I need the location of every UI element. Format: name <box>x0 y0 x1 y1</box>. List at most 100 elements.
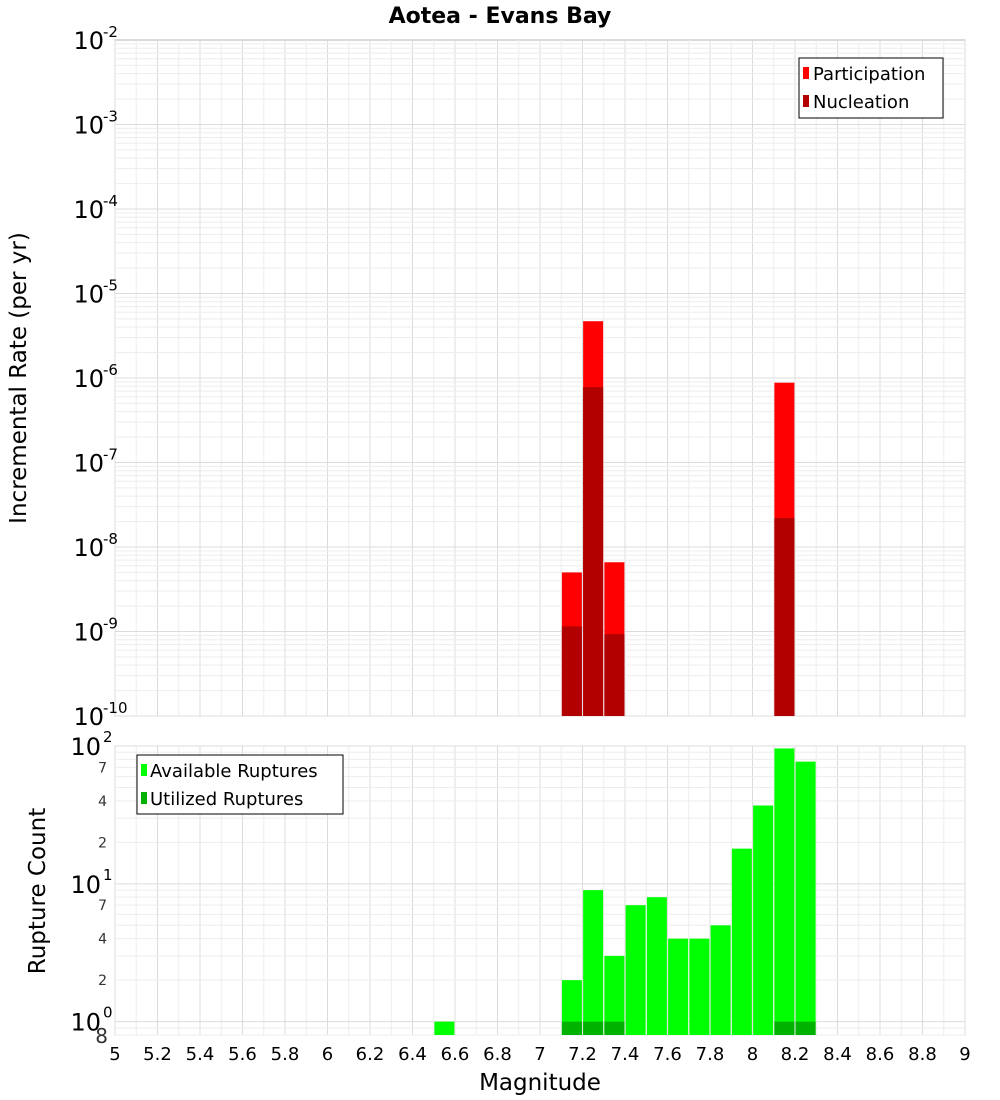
rate-y-tick-exp: -3 <box>103 108 118 126</box>
x-tick-label: 5.8 <box>271 1044 300 1065</box>
legend-swatch-nucleation <box>803 95 809 107</box>
x-tick-label: 6.8 <box>483 1044 512 1065</box>
count-legend: Available Ruptures Utilized Ruptures <box>136 754 344 815</box>
available-ruptures-bar <box>646 897 667 1035</box>
count-y-tick: 10 2 <box>70 728 112 761</box>
x-tick-label: 8.2 <box>781 1044 810 1065</box>
rate-y-tick-base: 10 <box>73 619 104 647</box>
rate-y-tick-exp: -4 <box>103 192 118 210</box>
x-tick-label: 7.6 <box>653 1044 682 1065</box>
rate-y-tick: 10 -6 <box>73 361 118 393</box>
legend-swatch-participation <box>803 67 809 79</box>
utilized-ruptures-bar <box>604 1021 625 1035</box>
rate-y-tick-base: 10 <box>73 534 104 562</box>
nucleation-bar <box>604 634 625 716</box>
count-y-minor-tick: 4 <box>98 794 107 810</box>
nucleation-bar <box>561 626 582 716</box>
available-ruptures-bar <box>583 890 604 1035</box>
x-tick-label: 9 <box>959 1044 970 1065</box>
x-tick-label: 5.2 <box>143 1044 172 1065</box>
x-tick-label: 6.6 <box>441 1044 470 1065</box>
chart-title: Aotea - Evans Bay <box>389 4 612 29</box>
x-tick-label: 7.2 <box>568 1044 597 1065</box>
utilized-ruptures-bar <box>561 1021 582 1035</box>
x-tick-label: 8 <box>747 1044 758 1065</box>
count-y-tick-base: 10 <box>70 1009 101 1037</box>
available-ruptures-bar <box>731 848 752 1035</box>
count-legend-box <box>136 754 344 815</box>
rate-y-tick: 10 -9 <box>73 615 118 647</box>
rate-y-tick-exp: -10 <box>103 699 128 717</box>
rate-y-tick: 10 -5 <box>73 277 118 309</box>
legend-utilized-label: Utilized Ruptures <box>150 789 303 810</box>
available-ruptures-bar <box>625 905 646 1035</box>
count-y-tick-exp: 1 <box>103 866 113 884</box>
available-ruptures-bar <box>795 761 816 1035</box>
rate-bars <box>561 321 795 716</box>
count-y-minor-tick: 7 <box>98 760 107 776</box>
rate-legend-box <box>798 57 944 119</box>
x-tick-label: 7.8 <box>696 1044 725 1065</box>
legend-swatch-utilized <box>141 792 147 804</box>
count-y-tick-base: 10 <box>70 871 101 899</box>
rate-gridlines <box>114 40 966 717</box>
rate-y-tick-exp: -5 <box>103 277 118 295</box>
rate-y-tick-base: 10 <box>73 196 104 224</box>
rate-y-tick-base: 10 <box>73 112 104 140</box>
count-gridlines <box>114 745 966 1036</box>
utilized-ruptures-bar <box>583 1021 604 1035</box>
rate-plot: 10-210-310-410-510-610-710-810-910-10 In… <box>6 23 966 731</box>
utilized-ruptures-bar <box>774 1021 795 1035</box>
count-y-tick-exp: 2 <box>103 728 113 746</box>
rate-y-tick-exp: -6 <box>103 361 118 379</box>
available-ruptures-bar <box>604 955 625 1035</box>
count-y-minor-tick: 7 <box>98 898 107 914</box>
count-bars <box>434 748 816 1035</box>
rate-y-tick-exp: -7 <box>103 446 118 464</box>
x-tick-label: 6 <box>322 1044 333 1065</box>
x-ticks: 5 5.2 5.4 5.6 5.8 6 6.2 6.4 6.6 6.8 7 7.2 7.4 7.6 7.8 8… <box>109 1044 970 1065</box>
rate-y-tick: 10 -2 <box>73 23 118 55</box>
rate-y-tick: 10 -4 <box>73 192 118 224</box>
rate-y-tick-exp: -8 <box>103 530 118 548</box>
legend-available-label: Available Ruptures <box>150 761 318 782</box>
count-y-minor-tick: 4 <box>98 932 107 948</box>
available-ruptures-bar <box>561 980 582 1035</box>
count-y-tick: 10 0 <box>70 1004 112 1037</box>
x-axis-label: Magnitude <box>479 1070 601 1096</box>
count-y-minor-tick: 2 <box>98 973 107 989</box>
legend-nucleation-label: Nucleation <box>813 92 909 113</box>
rate-y-tick-base: 10 <box>73 27 104 55</box>
x-tick-label: 5.4 <box>186 1044 215 1065</box>
nucleation-bar <box>583 387 604 716</box>
x-tick-label: 6.4 <box>398 1044 427 1065</box>
count-y-tick: 10 1 <box>70 866 112 899</box>
rate-y-tick: 10 -7 <box>73 446 118 478</box>
available-ruptures-bar <box>774 748 795 1035</box>
available-ruptures-bar <box>434 1021 455 1035</box>
rate-y-tick-exp: -2 <box>103 23 118 41</box>
x-tick-label: 8.6 <box>866 1044 895 1065</box>
rate-legend: Participation Nucleation <box>798 57 944 119</box>
available-ruptures-bar <box>668 938 689 1035</box>
count-y-minor-tick: 8 <box>95 1024 108 1048</box>
nucleation-bar <box>774 518 795 716</box>
legend-swatch-available <box>141 764 147 776</box>
legend-participation-label: Participation <box>813 64 925 85</box>
rate-y-tick-base: 10 <box>73 281 104 309</box>
rate-y-ticks: 10-210-310-410-510-610-710-810-910-10 <box>73 23 127 731</box>
rate-y-tick-exp: -9 <box>103 615 118 633</box>
rate-y-tick: 10 -10 <box>73 699 127 731</box>
x-tick-label: 5 <box>109 1044 120 1065</box>
rate-y-tick-base: 10 <box>73 703 104 731</box>
available-ruptures-bar <box>710 925 731 1035</box>
count-y-axis-label: Rupture Count <box>25 808 51 974</box>
rate-y-tick-base: 10 <box>73 365 104 393</box>
available-ruptures-bar <box>689 938 710 1035</box>
x-tick-label: 8.8 <box>908 1044 937 1065</box>
utilized-ruptures-bar <box>795 1021 816 1035</box>
x-tick-label: 6.2 <box>356 1044 385 1065</box>
